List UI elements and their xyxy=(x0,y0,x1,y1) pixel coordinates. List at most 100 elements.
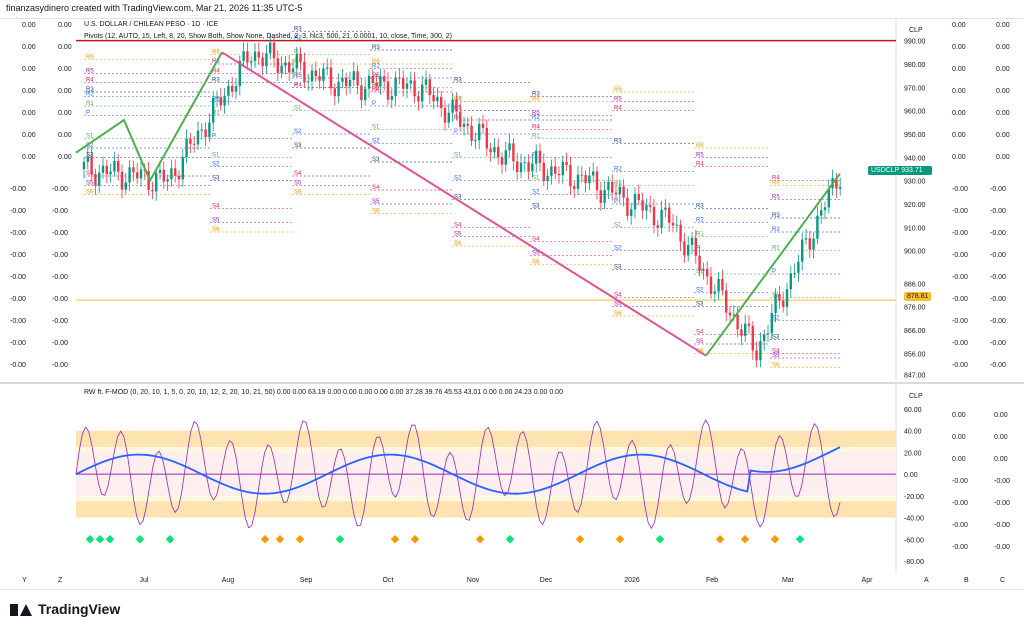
pivot-label: R3 xyxy=(454,78,462,84)
candle-body xyxy=(599,190,602,203)
candle-body xyxy=(272,42,276,59)
candle-body xyxy=(436,96,439,102)
oscillator-currency-label: CLP xyxy=(909,393,923,400)
price-axis-label: 920.00 xyxy=(904,202,926,209)
right-scale-label: -0.00 xyxy=(990,252,1006,259)
candle-body xyxy=(257,51,260,58)
pivot-label: R5 xyxy=(86,68,94,74)
price-axis-label: 900.00 xyxy=(904,249,926,256)
candle-body xyxy=(333,88,336,97)
pivots-legend[interactable]: Pivots (12, AUTO, 15, Left, 8, 20, Show … xyxy=(84,33,452,40)
osc-right-scale-label: -0.00 xyxy=(952,544,968,551)
price-axis-label: 950.00 xyxy=(904,132,926,139)
pivot-label: S1 xyxy=(454,152,462,158)
candle-body xyxy=(732,314,735,316)
pivot-label: R6 xyxy=(372,59,380,65)
pivot-label: R6 xyxy=(212,50,220,56)
candle-body xyxy=(569,165,572,187)
signal-diamond xyxy=(770,535,780,544)
pivot-label: R3 xyxy=(696,204,704,210)
pivot-label: S6 xyxy=(772,362,780,368)
candle-body xyxy=(554,166,557,174)
signal-diamond xyxy=(85,535,95,544)
candle-body xyxy=(322,68,325,81)
candle-body xyxy=(193,143,196,145)
candle-body xyxy=(109,171,112,175)
candle-body xyxy=(367,75,371,89)
right-scale-label: 0.00 xyxy=(952,154,966,161)
pivot-label: R1 xyxy=(696,232,704,238)
osc-right-scale-label: -0.00 xyxy=(952,522,968,529)
candle-body xyxy=(683,241,686,256)
time-axis-label: Mar xyxy=(782,577,795,584)
right-scale-label: -0.00 xyxy=(952,274,968,281)
pivot-label: S4 xyxy=(86,171,94,177)
signal-diamond xyxy=(275,535,285,544)
pivot-label: R4 xyxy=(614,106,622,112)
pivot-label: R2 xyxy=(614,166,622,172)
candle-body xyxy=(660,209,663,228)
left-scale-label: -0.00 xyxy=(52,362,68,369)
axis-letter: B xyxy=(964,577,969,584)
candle-body xyxy=(709,276,713,294)
pivot-label: R4 xyxy=(696,162,704,168)
pivot-label: S3 xyxy=(86,152,94,158)
left-scale-label: 0.00 xyxy=(58,66,72,73)
oscillator-legend[interactable]: RW ft. F-MOD (0, 20, 10, 1, 5, 0, 20, 10… xyxy=(84,389,563,396)
symbol-legend[interactable]: U.S. DOLLAR / CHILEAN PESO · 1D · ICE xyxy=(84,21,219,28)
candle-body xyxy=(679,224,682,242)
osc-fast-line xyxy=(75,419,841,530)
pivot-label: R3 xyxy=(372,45,380,51)
candle-body xyxy=(212,98,215,123)
signal-diamond xyxy=(410,535,420,544)
pivot-label: S1 xyxy=(86,134,94,140)
candle-body xyxy=(379,76,382,87)
time-axis-label: 2026 xyxy=(624,577,640,584)
pivot-label: S6 xyxy=(372,208,380,214)
candle-body xyxy=(390,96,393,100)
tradingview-brand[interactable]: TradingView xyxy=(10,601,120,617)
pivot-label: R5 xyxy=(532,110,540,116)
candle-body xyxy=(706,268,709,277)
right-scale-label: -0.00 xyxy=(952,318,968,325)
chart-panel[interactable]: 990.00 980.00 970.00 960.00 950.00 940.00 930.… xyxy=(0,18,1024,590)
right-scale-label: -0.00 xyxy=(990,296,1006,303)
pivot-label: R4 xyxy=(532,124,540,130)
candle-body xyxy=(318,76,321,81)
signal-diamond xyxy=(505,535,515,544)
candle-body xyxy=(618,186,621,195)
signal-diamond xyxy=(740,535,750,544)
candle-body xyxy=(261,57,264,67)
right-scale-label: -0.00 xyxy=(952,340,968,347)
osc-right-scale-label: -0.00 xyxy=(994,478,1010,485)
right-scale-label: 0.00 xyxy=(996,110,1010,117)
osc-lower-zone xyxy=(76,501,896,518)
left-scale-label: -0.00 xyxy=(10,274,26,281)
price-axis-label: 980.00 xyxy=(904,62,926,69)
zigzag-up xyxy=(75,51,223,183)
candle-body xyxy=(440,96,443,108)
signal-diamond xyxy=(165,535,175,544)
left-scale-label: -0.00 xyxy=(10,208,26,215)
main-chart[interactable]: 990.00 980.00 970.00 960.00 950.00 940.00 930.… xyxy=(0,19,1024,589)
candle-body xyxy=(728,312,732,316)
candle-body xyxy=(504,150,507,165)
candle-body xyxy=(177,175,181,180)
candle-body xyxy=(637,193,640,201)
candle-body xyxy=(409,80,412,84)
pivot-label: R6 xyxy=(86,54,94,60)
pivot-label: S4 xyxy=(454,222,462,228)
left-scale-label: 0.00 xyxy=(58,88,72,95)
candle-body xyxy=(459,111,462,127)
price-tag-value: 933.71 xyxy=(901,167,923,174)
pivot-label: P xyxy=(532,152,536,158)
left-scale-label: 0.00 xyxy=(22,44,36,51)
right-scale-label: 0.00 xyxy=(996,22,1010,29)
candle-body xyxy=(348,80,352,87)
candle-body xyxy=(489,148,492,153)
pivot-label: P xyxy=(772,269,776,275)
pivot-label: R2 xyxy=(696,218,704,224)
pivot-label: S5 xyxy=(532,250,540,256)
osc-right-scale-label: -0.00 xyxy=(952,478,968,485)
signal-diamond xyxy=(95,535,105,544)
